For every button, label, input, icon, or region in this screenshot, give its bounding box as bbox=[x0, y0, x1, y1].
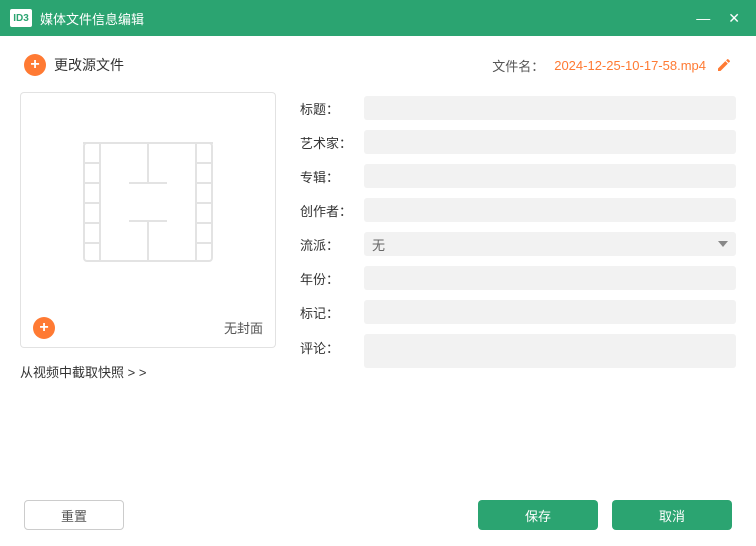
footer: 重置 保存 取消 bbox=[20, 490, 736, 530]
tags-label: 标记： bbox=[300, 303, 358, 322]
app-icon: ID3 bbox=[10, 9, 32, 27]
left-column: + 无封面 从视频中截取快照 > > bbox=[20, 92, 276, 490]
no-cover-label: 无封面 bbox=[224, 318, 263, 337]
titlebar: ID3 媒体文件信息编辑 — ✕ bbox=[0, 0, 756, 36]
comment-label: 评论： bbox=[300, 334, 358, 357]
field-title: 标题： bbox=[300, 96, 736, 120]
filename-block: 文件名： 2024-12-25-10-17-58.mp4 bbox=[492, 56, 732, 75]
genre-select[interactable]: 无 bbox=[364, 232, 736, 256]
title-input[interactable] bbox=[364, 96, 736, 120]
window-controls: — ✕ bbox=[696, 11, 746, 25]
album-input[interactable] bbox=[364, 164, 736, 188]
cover-footer: + 无封面 bbox=[20, 308, 276, 348]
close-button[interactable]: ✕ bbox=[728, 11, 740, 25]
save-button[interactable]: 保存 bbox=[478, 500, 598, 530]
minimize-button[interactable]: — bbox=[696, 11, 710, 25]
year-label: 年份： bbox=[300, 269, 358, 288]
field-tags: 标记： bbox=[300, 300, 736, 324]
film-placeholder-icon bbox=[83, 142, 213, 262]
content-area: + 更改源文件 文件名： 2024-12-25-10-17-58.mp4 bbox=[0, 36, 756, 546]
add-cover-button[interactable]: + bbox=[33, 317, 55, 339]
creator-label: 创作者： bbox=[300, 201, 358, 220]
album-label: 专辑： bbox=[300, 167, 358, 186]
title-label: 标题： bbox=[300, 99, 358, 118]
cancel-button[interactable]: 取消 bbox=[612, 500, 732, 530]
filename-label: 文件名： bbox=[492, 56, 544, 75]
header-row: + 更改源文件 文件名： 2024-12-25-10-17-58.mp4 bbox=[20, 48, 736, 92]
field-genre: 流派： 无 bbox=[300, 232, 736, 256]
window: ID3 媒体文件信息编辑 — ✕ + 更改源文件 文件名： 2024-12-25… bbox=[0, 0, 756, 546]
body-row: + 无封面 从视频中截取快照 > > 标题： 艺术家： 专辑： bbox=[20, 92, 736, 490]
cover-preview bbox=[20, 92, 276, 310]
artist-input[interactable] bbox=[364, 130, 736, 154]
reset-button[interactable]: 重置 bbox=[24, 500, 124, 530]
change-source-icon[interactable]: + bbox=[24, 54, 46, 76]
year-input[interactable] bbox=[364, 266, 736, 290]
field-comment: 评论： bbox=[300, 334, 736, 368]
snapshot-from-video-link[interactable]: 从视频中截取快照 > > bbox=[20, 362, 276, 381]
genre-value: 无 bbox=[372, 235, 385, 254]
genre-label: 流派： bbox=[300, 235, 358, 254]
field-year: 年份： bbox=[300, 266, 736, 290]
tags-input[interactable] bbox=[364, 300, 736, 324]
edit-filename-icon[interactable] bbox=[716, 57, 732, 73]
field-album: 专辑： bbox=[300, 164, 736, 188]
field-artist: 艺术家： bbox=[300, 130, 736, 154]
comment-input[interactable] bbox=[364, 334, 736, 368]
creator-input[interactable] bbox=[364, 198, 736, 222]
chevron-down-icon bbox=[718, 241, 728, 247]
change-source-label[interactable]: 更改源文件 bbox=[54, 55, 124, 75]
filename-value: 2024-12-25-10-17-58.mp4 bbox=[554, 58, 706, 73]
window-title: 媒体文件信息编辑 bbox=[40, 9, 144, 28]
artist-label: 艺术家： bbox=[300, 133, 358, 152]
field-creator: 创作者： bbox=[300, 198, 736, 222]
form-column: 标题： 艺术家： 专辑： 创作者： 流派： bbox=[300, 92, 736, 490]
